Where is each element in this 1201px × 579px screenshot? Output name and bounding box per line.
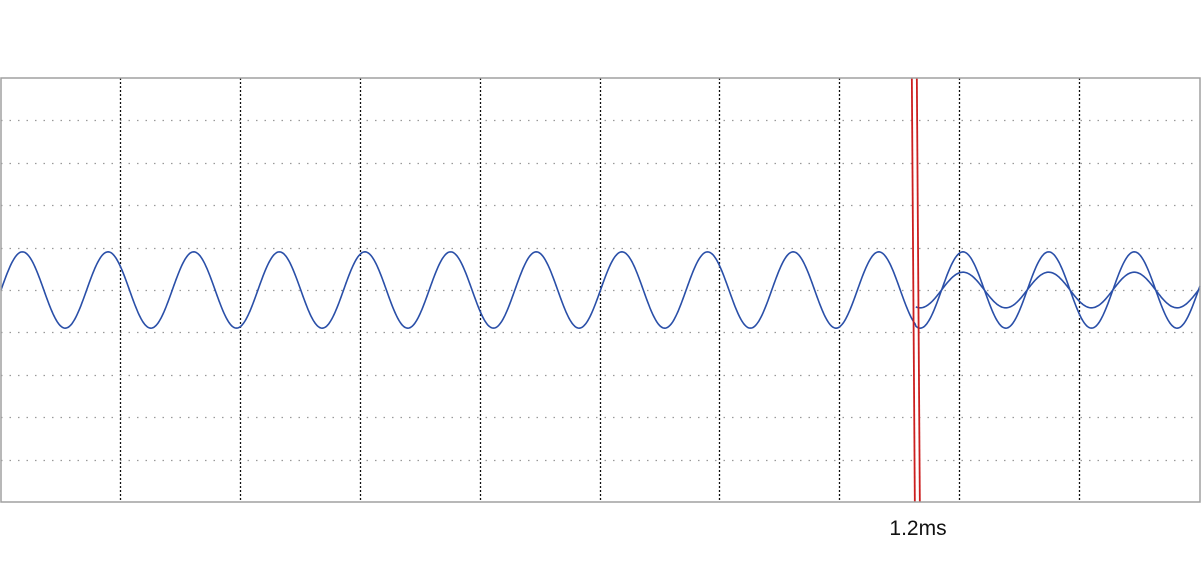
plot-frame xyxy=(0,77,1201,503)
grid xyxy=(1,78,1200,502)
time-cursor[interactable] xyxy=(910,77,921,503)
cursor-line-left xyxy=(910,77,916,503)
cursor-line-right xyxy=(915,77,921,503)
trace-1 xyxy=(0,250,1201,330)
cursor-time-label: 1.2ms xyxy=(889,517,947,540)
trace-2 xyxy=(915,271,1201,309)
traces xyxy=(0,250,1201,330)
